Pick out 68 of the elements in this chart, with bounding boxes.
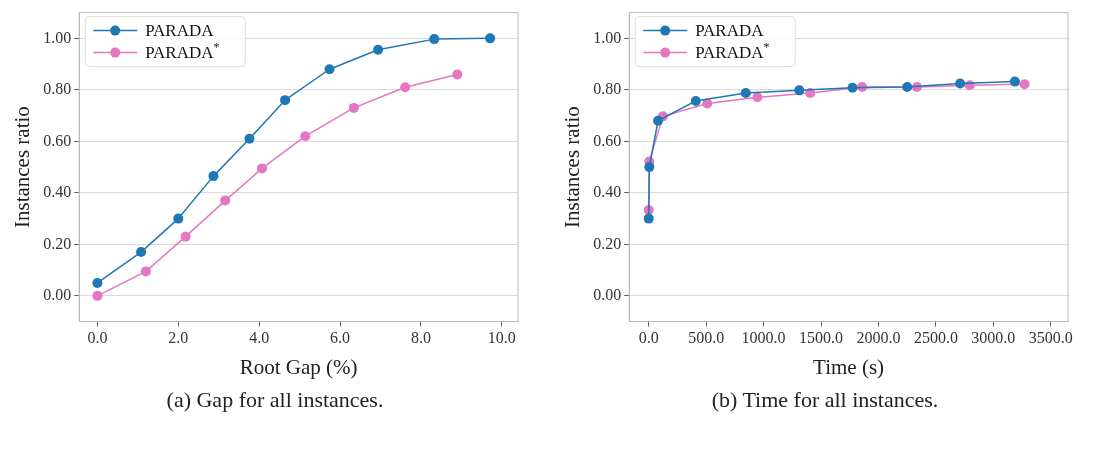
- point: [751, 92, 762, 103]
- point: [140, 266, 151, 277]
- point: [451, 69, 462, 80]
- point: [180, 231, 191, 242]
- point: [172, 213, 183, 224]
- y-tick-label: 0.00: [592, 286, 621, 304]
- point: [701, 98, 712, 109]
- point: [372, 44, 383, 55]
- x-tick-label: 1500.0: [798, 329, 843, 347]
- x-axis-title: Root Gap (%): [239, 354, 358, 379]
- point: [484, 33, 495, 44]
- x-tick-label: 3000.0: [970, 329, 1015, 347]
- point: [91, 277, 102, 288]
- x-tick-label: 10.0: [487, 329, 516, 347]
- point: [324, 64, 335, 75]
- x-tick-label: 2.0: [167, 329, 188, 347]
- point: [256, 163, 267, 174]
- point: [901, 82, 912, 93]
- y-tick-label: 0.80: [42, 80, 71, 98]
- point: [740, 87, 751, 98]
- x-tick-label: 4.0: [248, 329, 269, 347]
- point: [1009, 76, 1020, 87]
- x-tick-label: 500.0: [687, 329, 724, 347]
- y-tick-label: 0.20: [592, 234, 621, 252]
- point: [847, 82, 858, 93]
- point: [243, 133, 254, 144]
- y-tick-label: 0.00: [42, 286, 71, 304]
- point: [690, 95, 701, 106]
- y-tick-label: 1.00: [42, 28, 71, 46]
- point: [793, 85, 804, 96]
- point: [348, 102, 359, 113]
- y-tick-label: 0.80: [592, 80, 621, 98]
- x-tick-label: 6.0: [329, 329, 350, 347]
- x-tick-label: 1000.0: [741, 329, 786, 347]
- point: [428, 34, 439, 45]
- x-tick-label: 3500.0: [1028, 329, 1073, 347]
- y-tick-label: 1.00: [592, 28, 621, 46]
- point: [299, 131, 310, 142]
- point: [279, 95, 290, 106]
- y-tick-label: 0.40: [592, 183, 621, 201]
- point: [91, 290, 102, 301]
- y-tick-label: 0.60: [592, 131, 621, 149]
- x-axis-title: Time (s): [812, 354, 884, 379]
- point: [643, 162, 654, 173]
- point: [219, 195, 230, 206]
- x-tick-label: 2500.0: [913, 329, 958, 347]
- legend-label: PARADA: [144, 21, 214, 41]
- point: [954, 78, 965, 89]
- x-tick-label: 0.0: [86, 329, 107, 347]
- x-tick-label: 8.0: [410, 329, 431, 347]
- legend-label: PARADA: [694, 21, 764, 41]
- y-tick-label: 0.40: [42, 183, 71, 201]
- text: (b) Time for all instances.: [711, 387, 939, 413]
- y-axis-title: Instances ratio: [9, 106, 34, 229]
- y-axis-title: Instances ratio: [559, 106, 584, 229]
- point: [643, 213, 654, 224]
- y-tick-label: 0.20: [42, 234, 71, 252]
- text: (a) Gap for all instances.: [166, 387, 384, 413]
- point: [135, 247, 146, 258]
- legend-label: PARADA*: [144, 39, 220, 63]
- point: [1019, 79, 1030, 90]
- legend-label: PARADA*: [694, 39, 770, 63]
- y-tick-label: 0.60: [42, 131, 71, 149]
- point: [207, 171, 218, 182]
- x-tick-label: 2000.0: [855, 329, 900, 347]
- point: [399, 82, 410, 93]
- x-tick-label: 0.0: [638, 329, 659, 347]
- point: [652, 115, 663, 126]
